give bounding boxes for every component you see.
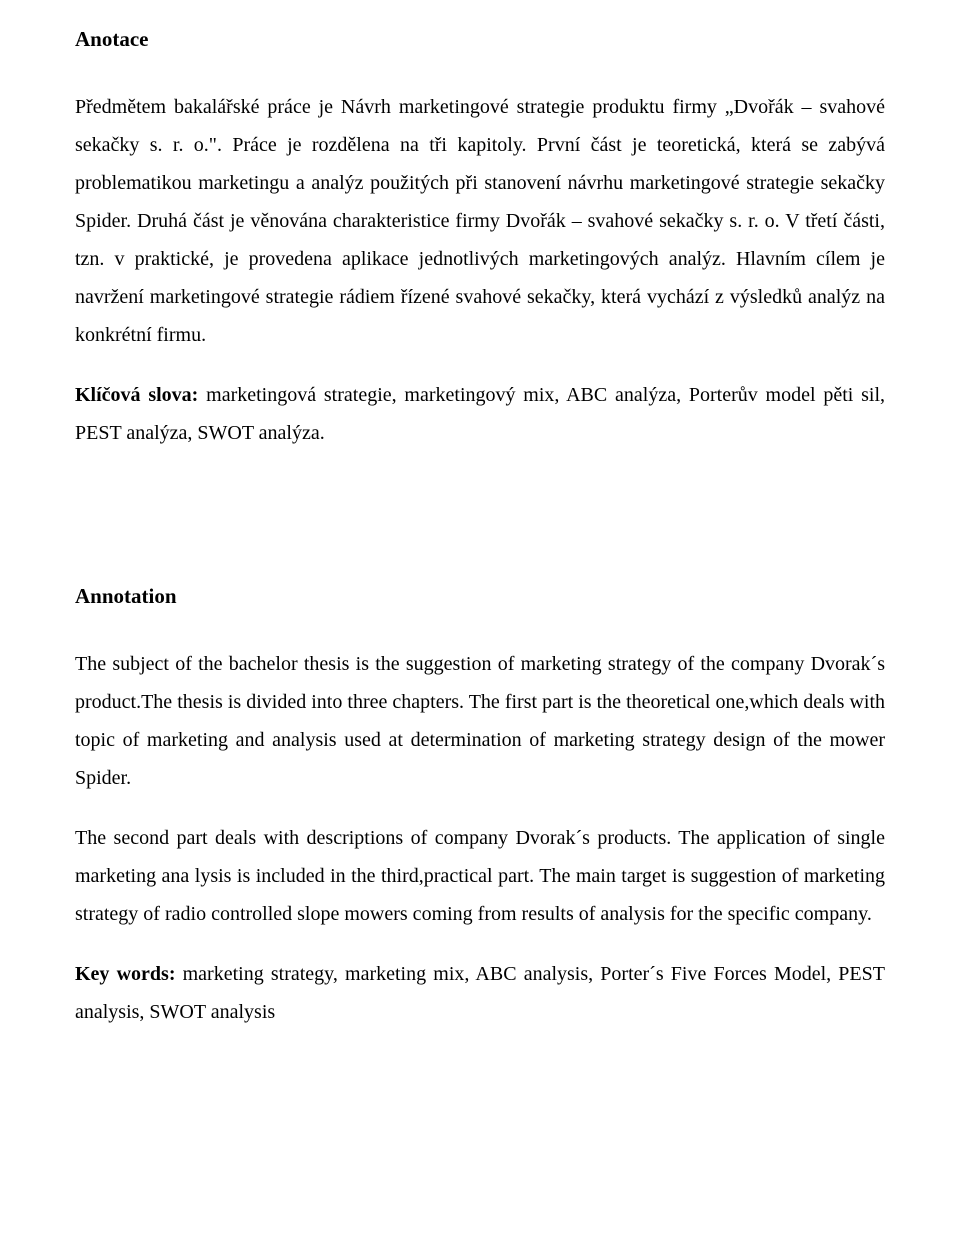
anotace-keywords-label: Klíčová slova: bbox=[75, 384, 206, 406]
annotation-keywords-label: Key words: bbox=[75, 963, 183, 985]
anotace-heading: Anotace bbox=[75, 20, 885, 60]
anotace-keywords-line: Klíčová slova: marketingová strategie, m… bbox=[75, 376, 885, 452]
annotation-keywords-text: marketing strategy, marketing mix, ABC a… bbox=[75, 963, 885, 1023]
annotation-paragraph-2: The second part deals with descriptions … bbox=[75, 819, 885, 933]
annotation-keywords-line: Key words: marketing strategy, marketing… bbox=[75, 955, 885, 1031]
annotation-heading: Annotation bbox=[75, 577, 885, 617]
anotace-paragraph: Předmětem bakalářské práce je Návrh mark… bbox=[75, 88, 885, 354]
annotation-paragraph-1: The subject of the bachelor thesis is th… bbox=[75, 645, 885, 797]
